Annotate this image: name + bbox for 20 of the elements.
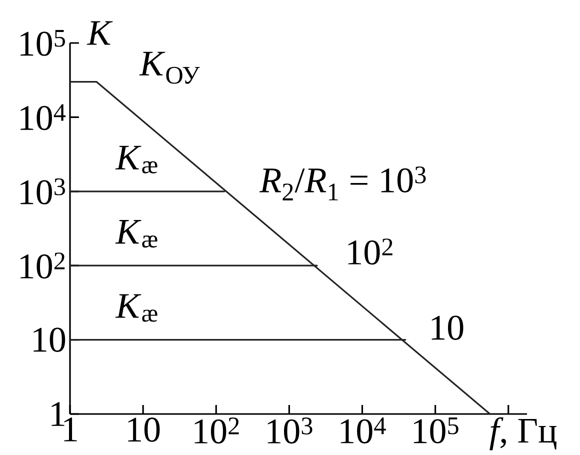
annotation: K$_{æ}$ [115,220,158,248]
y-tick-label: 1 [52,402,64,426]
series-label: 10 [432,316,464,340]
y-tick-label: 10$^{2}$ [20,252,65,279]
x-tick-label: 10 [128,418,160,442]
annotation: K$_{æ}$ [115,294,158,322]
x-tick-label: 10$^{2}$ [194,418,239,444]
y-tick-label: 10$^{5}$ [20,30,65,56]
annotation: K$_{æ}$ [115,146,158,174]
series-label: K$_{ОУ}$ [139,52,200,84]
y-tick-label: 10$^{4}$ [20,104,66,130]
y-tick-label: 10 [34,328,66,352]
x-tick-label: 10$^{4}$ [340,418,386,444]
y-tick-label: 10$^{3}$ [20,178,65,204]
x-axis-title: f, Гц [490,417,556,450]
y-axis-title: K [86,21,113,45]
series-label: R$_{2}$/R$_{1}$ = 10$^{3}$ [259,166,426,200]
x-tick-label: 10$^{3}$ [268,418,312,444]
x-tick-label: 10$^{5}$ [414,418,458,444]
series-label: 10$^{2}$ [348,238,392,265]
